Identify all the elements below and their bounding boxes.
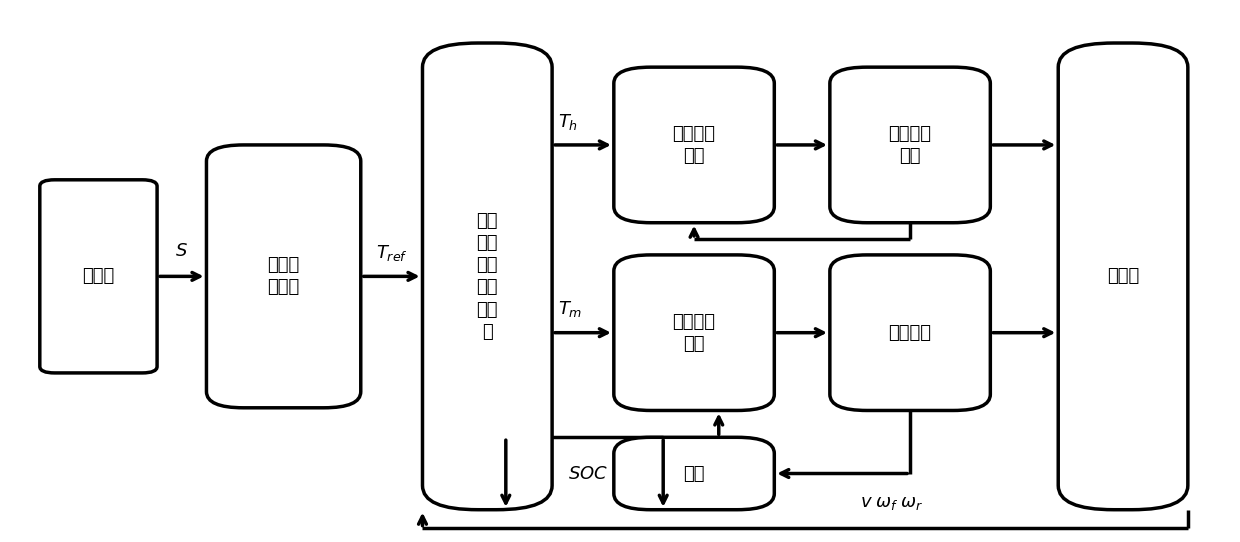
Text: 线控制动
系统: 线控制动 系统 bbox=[889, 125, 931, 165]
FancyBboxPatch shape bbox=[40, 180, 157, 373]
FancyBboxPatch shape bbox=[830, 255, 991, 410]
Text: 车辆
制动
能量
回收
控制
器: 车辆 制动 能量 回收 控制 器 bbox=[476, 212, 498, 341]
Text: $T_m$: $T_m$ bbox=[558, 299, 583, 319]
FancyBboxPatch shape bbox=[1058, 43, 1188, 509]
Text: 驾驶员: 驾驶员 bbox=[82, 267, 114, 286]
Text: $S$: $S$ bbox=[175, 242, 188, 260]
Text: 电机控制
单元: 电机控制 单元 bbox=[672, 313, 715, 353]
Text: 驱动电机: 驱动电机 bbox=[889, 324, 931, 341]
Text: 制动需
求分析: 制动需 求分析 bbox=[268, 256, 300, 296]
Text: $T_h$: $T_h$ bbox=[558, 112, 578, 132]
Text: 液压控制
单元: 液压控制 单元 bbox=[672, 125, 715, 165]
Text: 电动车: 电动车 bbox=[1107, 267, 1140, 286]
FancyBboxPatch shape bbox=[830, 67, 991, 223]
Text: 电池: 电池 bbox=[683, 464, 704, 482]
FancyBboxPatch shape bbox=[423, 43, 552, 509]
Text: $SOC$: $SOC$ bbox=[568, 464, 608, 482]
FancyBboxPatch shape bbox=[614, 437, 774, 509]
Text: $T_{ref}$: $T_{ref}$ bbox=[376, 243, 408, 263]
Text: $v\;\omega_f\;\omega_r$: $v\;\omega_f\;\omega_r$ bbox=[859, 494, 924, 512]
FancyBboxPatch shape bbox=[614, 67, 774, 223]
FancyBboxPatch shape bbox=[207, 145, 361, 408]
FancyBboxPatch shape bbox=[614, 255, 774, 410]
